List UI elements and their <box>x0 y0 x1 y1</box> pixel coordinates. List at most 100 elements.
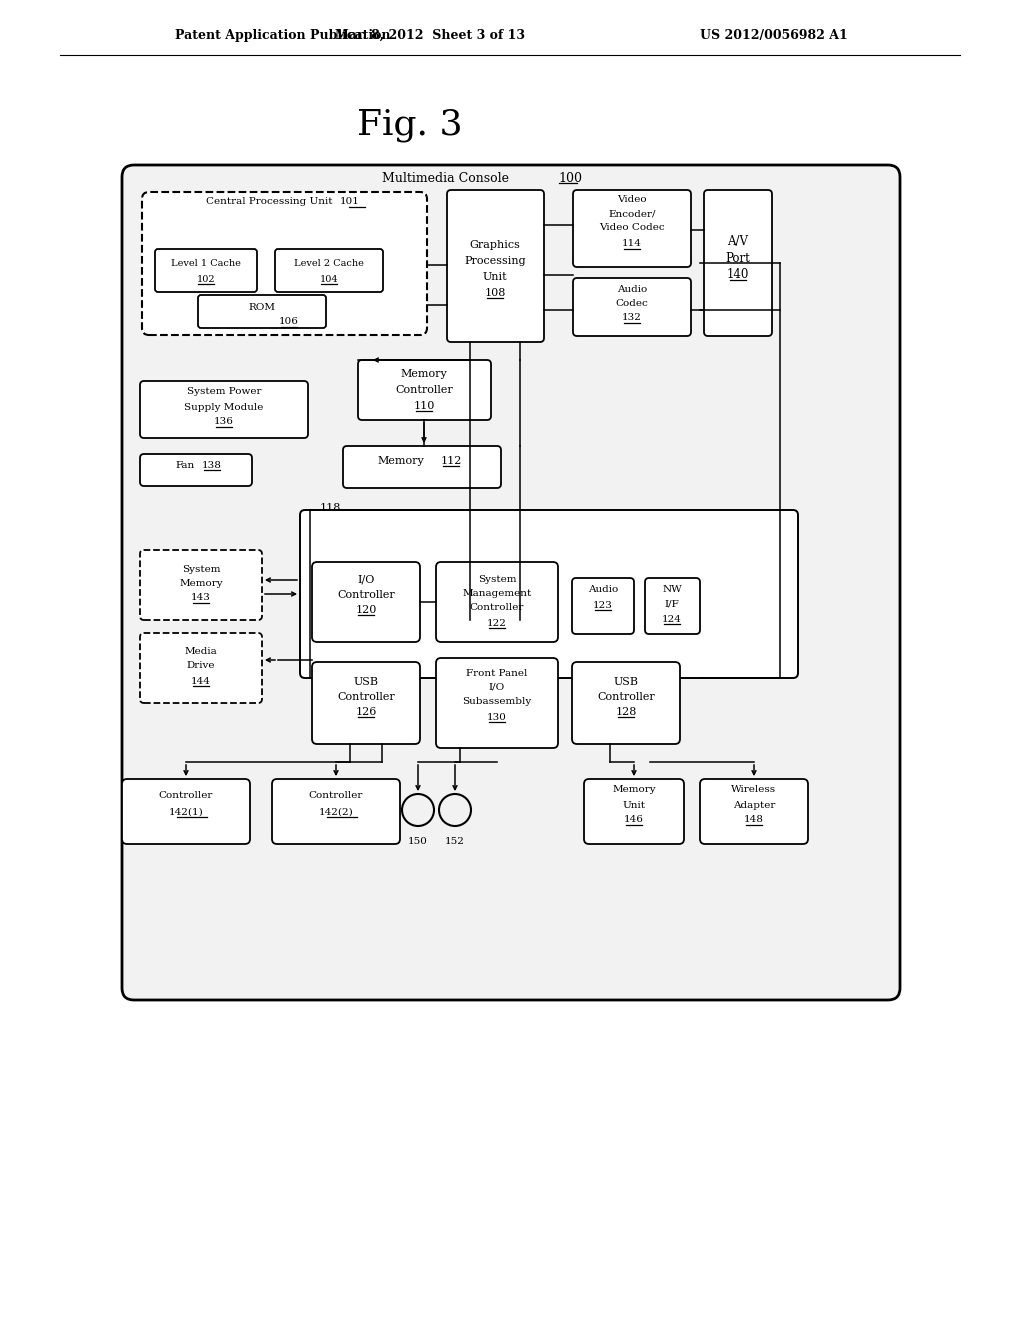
Text: Controller: Controller <box>470 603 524 612</box>
FancyBboxPatch shape <box>140 634 262 704</box>
Text: Fig. 3: Fig. 3 <box>357 108 463 143</box>
FancyBboxPatch shape <box>312 663 420 744</box>
Text: 100: 100 <box>558 172 582 185</box>
Text: 108: 108 <box>484 288 506 298</box>
Text: Multimedia Console: Multimedia Console <box>382 172 509 185</box>
FancyBboxPatch shape <box>155 249 257 292</box>
Text: System Power: System Power <box>186 388 261 396</box>
Text: Wireless: Wireless <box>731 785 776 795</box>
Text: Video: Video <box>617 195 647 205</box>
Text: 114: 114 <box>622 239 642 248</box>
Text: 118: 118 <box>319 503 341 513</box>
FancyBboxPatch shape <box>122 165 900 1001</box>
Text: 120: 120 <box>355 605 377 615</box>
Text: Processing: Processing <box>464 256 525 267</box>
Text: 150: 150 <box>408 837 428 846</box>
Text: 102: 102 <box>197 275 215 284</box>
Text: Media: Media <box>184 648 217 656</box>
FancyBboxPatch shape <box>140 550 262 620</box>
Text: Fan: Fan <box>175 461 195 470</box>
Text: Graphics: Graphics <box>470 240 520 249</box>
Text: Encoder/: Encoder/ <box>608 210 655 219</box>
FancyBboxPatch shape <box>572 663 680 744</box>
Text: Subassembly: Subassembly <box>463 697 531 706</box>
Text: Audio: Audio <box>588 586 618 594</box>
Text: I/F: I/F <box>665 599 679 609</box>
Text: 122: 122 <box>487 619 507 627</box>
Text: Unit: Unit <box>482 272 507 282</box>
Text: I/O: I/O <box>357 576 375 585</box>
Text: 132: 132 <box>622 314 642 322</box>
Text: I/O: I/O <box>488 682 505 692</box>
Text: Controller: Controller <box>395 385 453 395</box>
Text: 106: 106 <box>279 318 299 326</box>
Text: Memory: Memory <box>179 578 223 587</box>
FancyBboxPatch shape <box>198 294 326 327</box>
FancyBboxPatch shape <box>447 190 544 342</box>
Text: Adapter: Adapter <box>733 800 775 809</box>
FancyBboxPatch shape <box>572 578 634 634</box>
Text: 126: 126 <box>355 708 377 717</box>
Text: 152: 152 <box>445 837 465 846</box>
FancyBboxPatch shape <box>573 279 691 337</box>
Text: 130: 130 <box>487 713 507 722</box>
Text: Memory: Memory <box>612 785 655 795</box>
Text: Drive: Drive <box>186 661 215 671</box>
Text: 138: 138 <box>202 461 222 470</box>
Text: Controller: Controller <box>337 692 395 702</box>
FancyBboxPatch shape <box>140 454 252 486</box>
Text: Video Codec: Video Codec <box>599 223 665 232</box>
Text: 143: 143 <box>191 594 211 602</box>
Text: 142(1): 142(1) <box>169 808 204 817</box>
Text: 128: 128 <box>615 708 637 717</box>
Text: Patent Application Publication: Patent Application Publication <box>175 29 390 41</box>
Text: A/V: A/V <box>727 235 749 248</box>
Text: Codec: Codec <box>615 298 648 308</box>
Text: Controller: Controller <box>337 590 395 601</box>
Text: 148: 148 <box>744 816 764 825</box>
Text: Level 1 Cache: Level 1 Cache <box>171 260 241 268</box>
Text: Unit: Unit <box>623 800 645 809</box>
FancyBboxPatch shape <box>645 578 700 634</box>
Text: 140: 140 <box>727 268 750 281</box>
FancyBboxPatch shape <box>705 190 772 337</box>
Text: 136: 136 <box>214 417 233 426</box>
Text: USB: USB <box>613 677 639 686</box>
FancyBboxPatch shape <box>140 381 308 438</box>
FancyBboxPatch shape <box>573 190 691 267</box>
Text: ROM: ROM <box>249 302 275 312</box>
FancyBboxPatch shape <box>142 191 427 335</box>
FancyBboxPatch shape <box>312 562 420 642</box>
Text: Controller: Controller <box>159 792 213 800</box>
FancyBboxPatch shape <box>584 779 684 843</box>
Text: 112: 112 <box>441 455 463 466</box>
Text: 110: 110 <box>414 401 434 411</box>
Text: 123: 123 <box>593 601 613 610</box>
FancyBboxPatch shape <box>300 510 798 678</box>
Text: 104: 104 <box>319 275 338 284</box>
Text: Management: Management <box>463 590 531 598</box>
FancyBboxPatch shape <box>700 779 808 843</box>
Text: 142(2): 142(2) <box>318 808 353 817</box>
Text: Front Panel: Front Panel <box>466 668 527 677</box>
FancyBboxPatch shape <box>275 249 383 292</box>
FancyBboxPatch shape <box>272 779 400 843</box>
Text: US 2012/0056982 A1: US 2012/0056982 A1 <box>700 29 848 41</box>
FancyBboxPatch shape <box>343 446 501 488</box>
Text: NW: NW <box>663 586 682 594</box>
Text: 146: 146 <box>624 816 644 825</box>
Text: 124: 124 <box>663 615 682 623</box>
Text: 144: 144 <box>191 676 211 685</box>
FancyBboxPatch shape <box>436 657 558 748</box>
Text: Mar. 8, 2012  Sheet 3 of 13: Mar. 8, 2012 Sheet 3 of 13 <box>335 29 525 41</box>
Text: Level 2 Cache: Level 2 Cache <box>294 260 364 268</box>
Text: Port: Port <box>726 252 751 264</box>
Text: System: System <box>181 565 220 573</box>
Text: Central Processing Unit: Central Processing Unit <box>206 198 333 206</box>
Text: USB: USB <box>353 677 379 686</box>
Text: Memory: Memory <box>400 370 447 379</box>
FancyBboxPatch shape <box>122 779 250 843</box>
Text: Audio: Audio <box>616 285 647 293</box>
Text: Controller: Controller <box>309 792 364 800</box>
FancyBboxPatch shape <box>436 562 558 642</box>
